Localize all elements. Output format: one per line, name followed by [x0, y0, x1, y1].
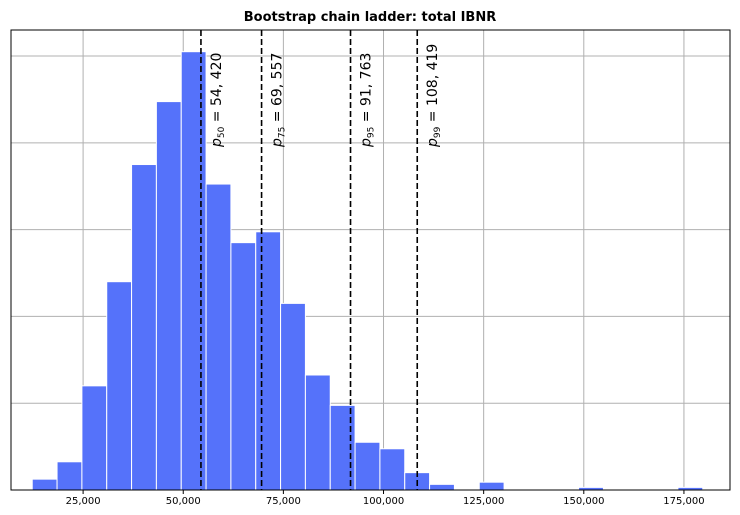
x-tick-label: 100,000: [363, 496, 404, 507]
grid-layer: [11, 30, 730, 490]
histogram-bar: [106, 281, 133, 491]
histogram-bar: [155, 101, 182, 491]
histogram-bar: [255, 231, 282, 491]
percentile-label: p75 = 69, 557: [270, 53, 288, 148]
percentile-label: p95 = 91, 763: [359, 53, 377, 148]
histogram-bar: [354, 441, 381, 491]
percentile-label: p99 = 108, 419: [425, 44, 443, 148]
histogram-bar: [230, 242, 257, 491]
x-tick-label: 150,000: [563, 496, 604, 507]
plot-frame: [10, 29, 731, 491]
x-tick-label: 175,000: [663, 496, 704, 507]
x-tick-label: 25,000: [66, 496, 101, 507]
histogram-bar: [379, 448, 406, 491]
histogram-bar: [131, 164, 157, 491]
histogram-bar: [56, 461, 83, 491]
chart-title: Bootstrap chain ladder: total IBNR: [244, 10, 496, 25]
x-tick-label: 75,000: [266, 496, 301, 507]
percentile-layer: p50 = 54, 420 p75 = 69, 557 p95 = 91, 763 p…: [200, 30, 443, 490]
percentile-label: p50 = 54, 420: [209, 53, 227, 148]
histogram-bar: [31, 478, 58, 491]
histogram-bar: [429, 483, 455, 491]
x-tick-layer: 25,000 50,000 75,000 100,000 125,000 150,000 1…: [66, 490, 705, 507]
histogram-bar: [304, 374, 331, 491]
histogram-bar: [329, 404, 356, 491]
x-tick-label: 125,000: [463, 496, 504, 507]
histogram-bar: [205, 183, 232, 491]
histogram-bar: [478, 481, 505, 491]
x-tick-label: 50,000: [166, 496, 201, 507]
histogram-bar: [180, 51, 207, 491]
histogram-bar: [280, 302, 306, 491]
histogram-bar: [81, 385, 108, 491]
